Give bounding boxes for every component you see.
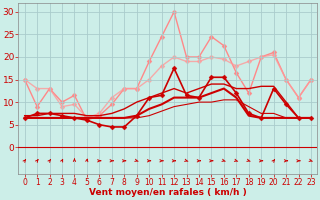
X-axis label: Vent moyen/en rafales ( km/h ): Vent moyen/en rafales ( km/h ) (89, 188, 247, 197)
